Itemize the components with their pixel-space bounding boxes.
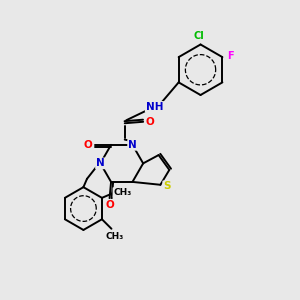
Text: N: N [96, 158, 105, 168]
Text: Cl: Cl [194, 31, 204, 41]
Text: CH₃: CH₃ [105, 232, 124, 241]
Text: N: N [128, 140, 137, 150]
Text: O: O [105, 200, 114, 210]
Text: NH: NH [146, 102, 163, 112]
Text: CH₃: CH₃ [113, 188, 132, 197]
Text: O: O [84, 140, 93, 150]
Text: O: O [145, 117, 154, 127]
Text: F: F [227, 51, 234, 61]
Text: S: S [163, 181, 171, 191]
